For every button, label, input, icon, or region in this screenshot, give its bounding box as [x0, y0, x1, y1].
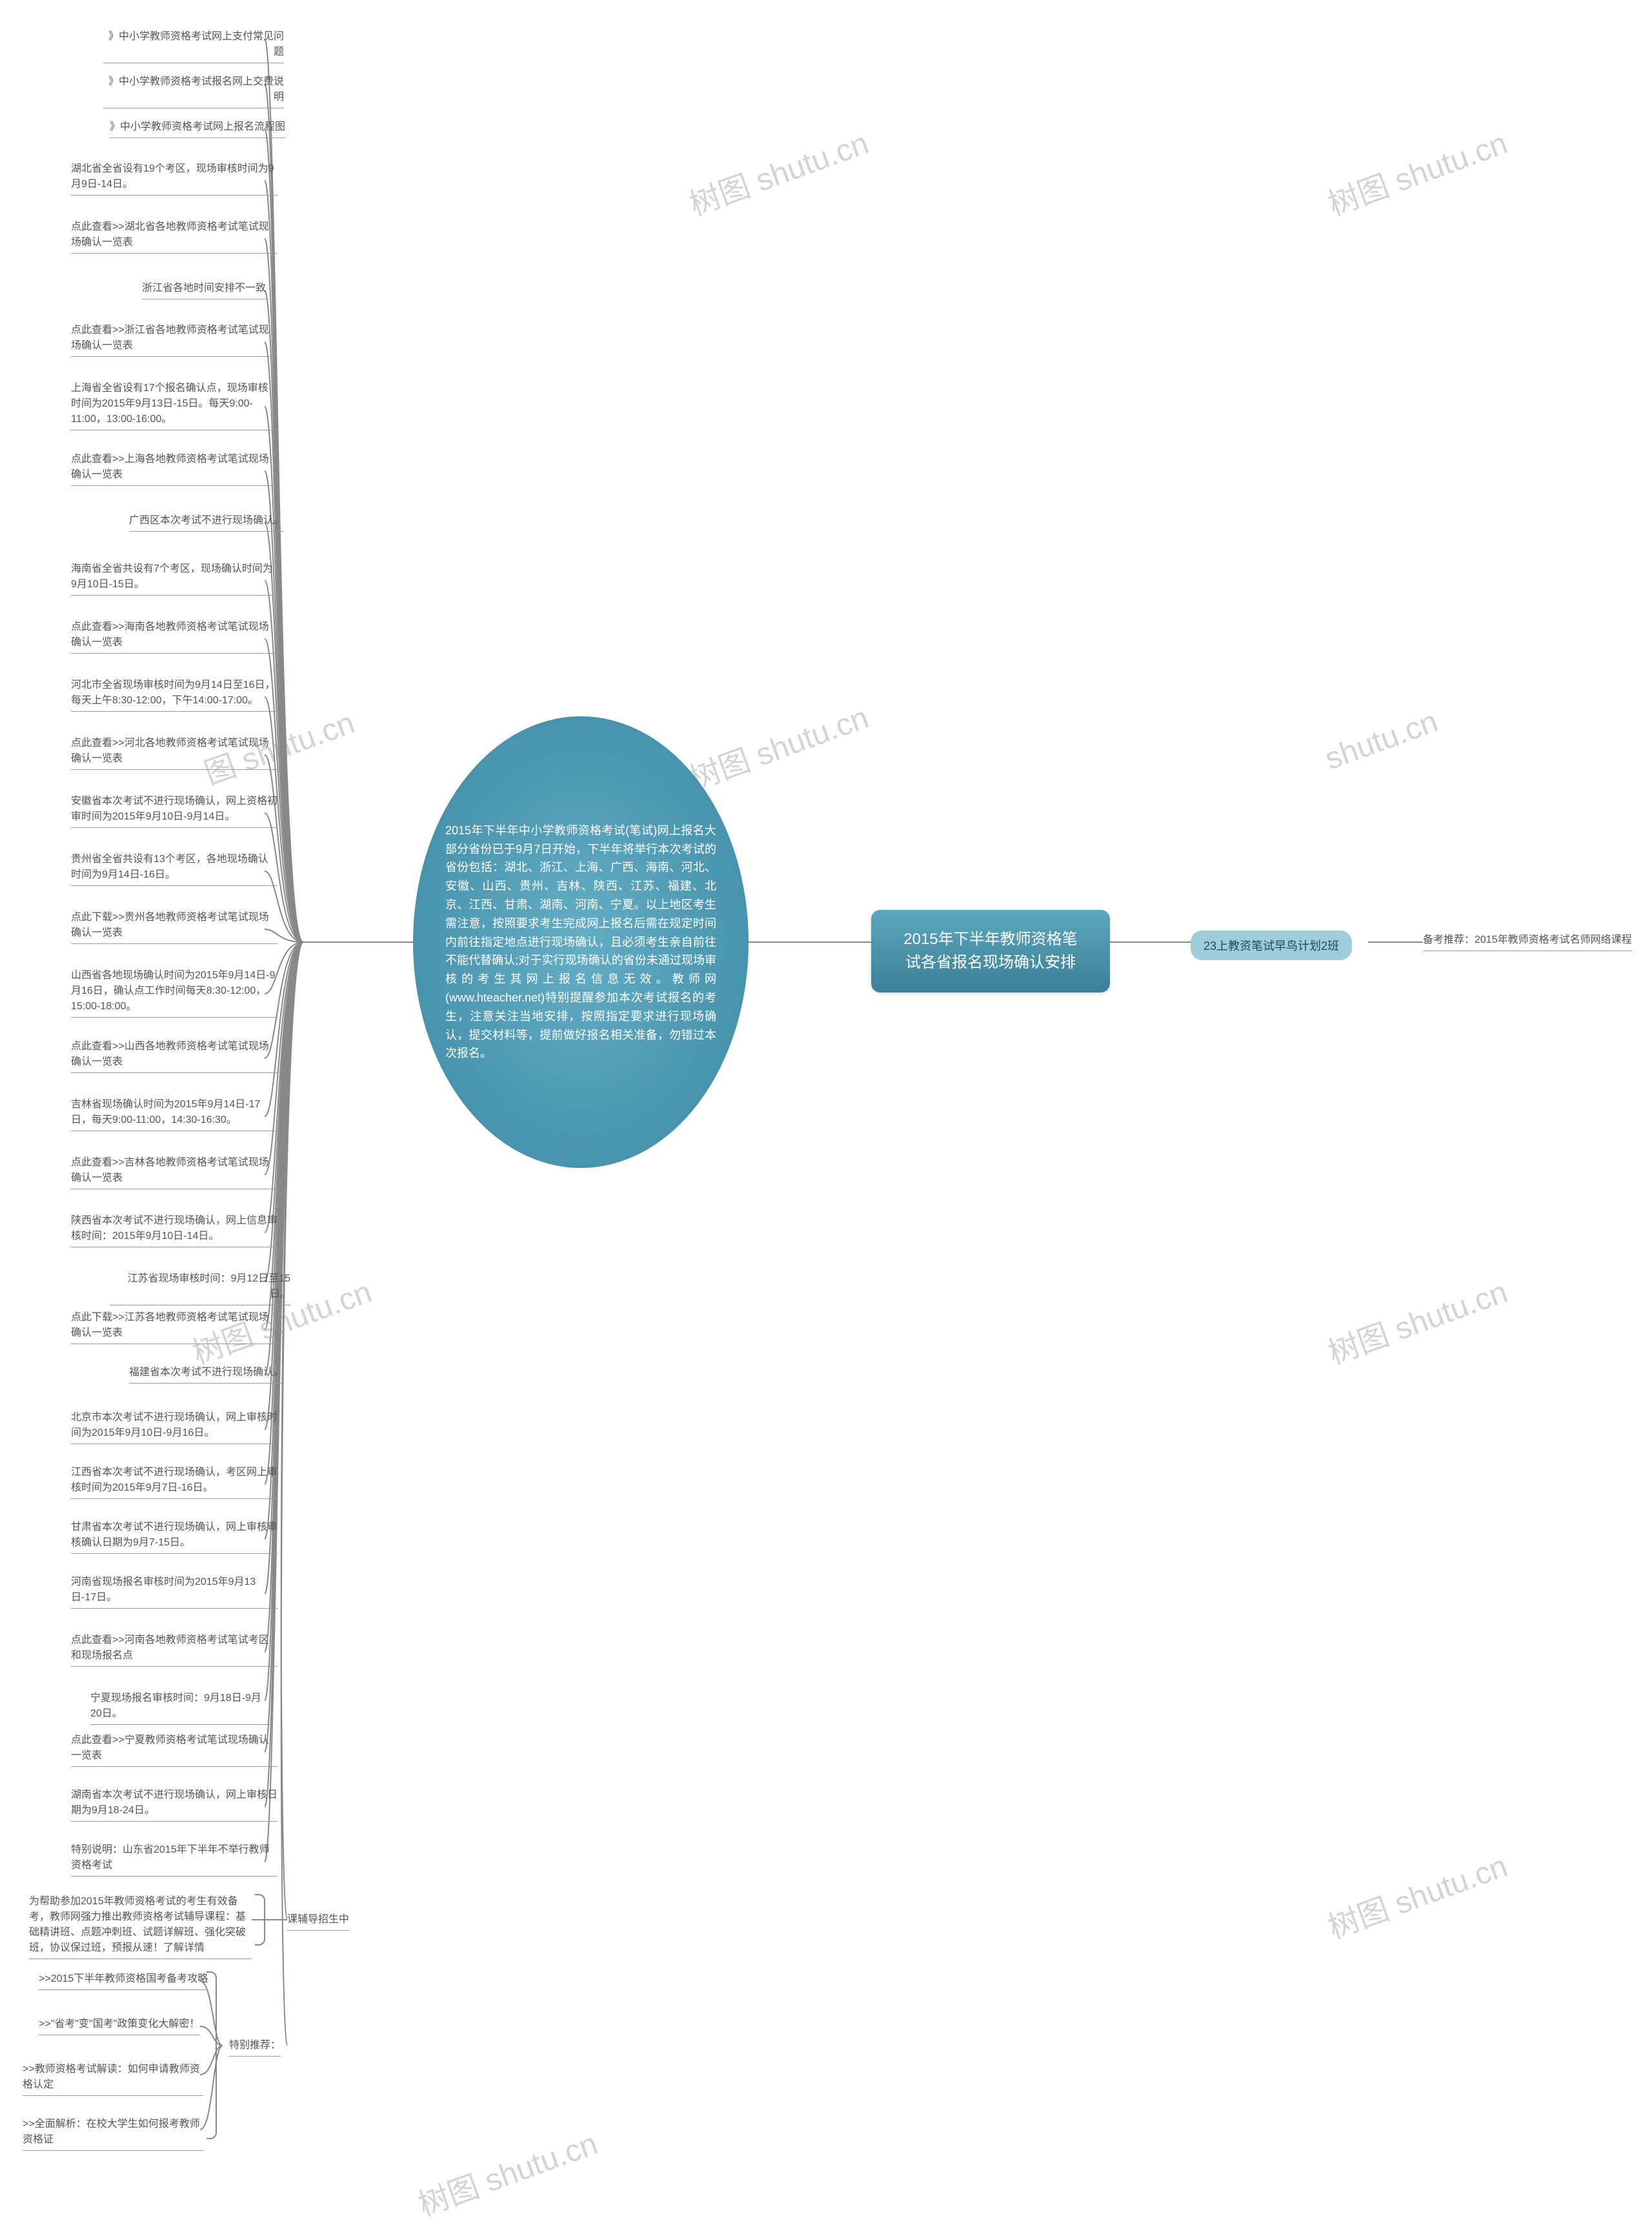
rec-group-label[interactable]: 特别推荐：: [229, 2038, 281, 2057]
leaf-node[interactable]: 》中小学教师资格考试网上报名流程图: [110, 119, 285, 138]
leaf-node[interactable]: 江苏省现场审核时间：9月12日至15日。: [110, 1271, 290, 1305]
leaf-node[interactable]: 海南省全省共设有7个考区，现场确认时间为9月10日-15日。: [71, 561, 277, 596]
leaf-node[interactable]: 福建省本次考试不进行现场确认。: [129, 1365, 284, 1384]
leaf-node[interactable]: 点此查看>>河南各地教师资格考试笔试考区和现场报名点: [71, 1633, 277, 1667]
leaf-node[interactable]: 河北市全省现场审核时间为9月14日至16日，每天上午8:30-12:00，下午1…: [71, 678, 277, 712]
leaf-node[interactable]: 吉林省现场确认时间为2015年9月14日-17日，每天9:00-11:00，14…: [71, 1097, 277, 1131]
leaf-node[interactable]: 甘肃省本次考试不进行现场确认，网上审核审核确认日期为9月7-15日。: [71, 1520, 277, 1554]
brace-icon: [255, 1894, 265, 1946]
watermark: 树图 shutu.cn: [1321, 1840, 1513, 1947]
leaf-node[interactable]: 浙江省各地时间安排不一致: [142, 281, 266, 299]
summary-bubble[interactable]: 2015年下半年中小学教师资格考试(笔试)网上报名大部分省份已于9月7日开始，下…: [413, 716, 749, 1168]
watermark: 树图 shutu.cn: [682, 692, 874, 798]
leaf-node[interactable]: 》中小学教师资格考试网上支付常见问题: [103, 29, 284, 63]
central-topic-text: 2015年下半年教师资格笔试各省报名现场确认安排: [903, 931, 1077, 971]
leaf-node[interactable]: 》中小学教师资格考试报名网上交费说明: [103, 74, 284, 108]
rec-item[interactable]: >>2015下半年教师资格国考备考攻略: [39, 1971, 208, 1990]
watermark: 树图 shutu.cn: [1321, 117, 1513, 224]
watermark: 树图 shutu.cn: [1321, 1266, 1513, 1373]
watermark: 树图 shutu.cn: [682, 117, 874, 224]
leaf-node[interactable]: 点此下载>>江苏各地教师资格考试笔试现场确认一览表: [71, 1310, 277, 1344]
tutor-group-label[interactable]: 课辅导招生中: [287, 1912, 349, 1931]
right-leaf[interactable]: 备考推荐：2015年教师资格考试名师网络课程: [1423, 932, 1632, 951]
mindmap-canvas: 树图 shutu.cn 树图 shutu.cn 树图 shutu.cn 图 sh…: [0, 0, 1652, 2217]
summary-bubble-text: 2015年下半年中小学教师资格考试(笔试)网上报名大部分省份已于9月7日开始，下…: [445, 821, 716, 1063]
brace-icon: [206, 1971, 217, 2139]
central-topic[interactable]: 2015年下半年教师资格笔试各省报名现场确认安排: [871, 910, 1110, 992]
leaf-node[interactable]: 北京市本次考试不进行现场确认，网上审核时间为2015年9月10日-9月16日。: [71, 1410, 277, 1444]
leaf-node[interactable]: 广西区本次考试不进行现场确认。: [129, 513, 284, 532]
leaf-node[interactable]: 点此查看>>海南各地教师资格考试笔试现场确认一览表: [71, 619, 277, 654]
leaf-node[interactable]: 江西省本次考试不进行现场确认，考区网上审核时间为2015年9月7日-16日。: [71, 1465, 277, 1499]
leaf-node[interactable]: 点此查看>>宁夏教师资格考试笔试现场确认一览表: [71, 1733, 277, 1767]
leaf-node[interactable]: 点此查看>>吉林各地教师资格考试笔试现场确认一览表: [71, 1155, 277, 1189]
right-child-node[interactable]: 23上教资笔试早鸟计划2班: [1191, 931, 1352, 960]
leaf-node[interactable]: 安徽省本次考试不进行现场确认，网上资格初审时间为2015年9月10日-9月14日…: [71, 794, 277, 828]
leaf-node[interactable]: 点此查看>>河北各地教师资格考试笔试现场确认一览表: [71, 736, 277, 770]
leaf-node[interactable]: 点此下载>>贵州各地教师资格考试笔试现场确认一览表: [71, 910, 277, 944]
rec-item[interactable]: >>教师资格考试解读：如何申请教师资格认定: [23, 2062, 203, 2096]
leaf-node[interactable]: 河南省现场报名审核时间为2015年9月13日-17日。: [71, 1575, 277, 1609]
leaf-node[interactable]: 陕西省本次考试不进行现场确认，网上信息审核时间：2015年9月10日-14日。: [71, 1213, 277, 1247]
leaf-node[interactable]: 宁夏现场报名审核时间：9月18日-9月20日。: [90, 1691, 271, 1725]
leaf-node[interactable]: 特别说明：山东省2015年下半年不举行教师资格考试: [71, 1842, 277, 1877]
leaf-node[interactable]: 贵州省全省共设有13个考区，各地现场确认时间为9月14日-16日。: [71, 852, 277, 886]
watermark: shutu.cn: [1320, 704, 1442, 778]
right-leaf-text: 备考推荐：2015年教师资格考试名师网络课程: [1423, 934, 1632, 945]
rec-item[interactable]: >>全面解析：在校大学生如何报考教师资格证: [23, 2117, 203, 2151]
leaf-node[interactable]: 山西省各地现场确认时间为2015年9月14日-9月16日，确认点工作时间每天8:…: [71, 968, 277, 1018]
rec-item[interactable]: >>"省考"变"国考"政策变化大解密！: [39, 2017, 199, 2035]
leaf-node[interactable]: 上海省全省设有17个报名确认点，现场审核时间为2015年9月13日-15日。每天…: [71, 381, 277, 430]
leaf-node[interactable]: 湖南省本次考试不进行现场确认，网上审核日期为9月18-24日。: [71, 1787, 277, 1822]
leaf-node[interactable]: 点此查看>>浙江省各地教师资格考试笔试现场确认一览表: [71, 323, 277, 357]
watermark: 树图 shutu.cn: [411, 2118, 603, 2224]
leaf-node[interactable]: 点此查看>>湖北省各地教师资格考试笔试现场确认一览表: [71, 219, 277, 254]
tutor-intro[interactable]: 为帮助参加2015年教师资格考试的考生有效备考，教师网强力推出教师资格考试辅导课…: [29, 1894, 252, 1959]
leaf-node[interactable]: 湖北省全省设有19个考区，现场审核时间为9月9日-14日。: [71, 161, 277, 196]
leaf-node[interactable]: 点此查看>>山西各地教师资格考试笔试现场确认一览表: [71, 1039, 277, 1073]
leaf-node[interactable]: 点此查看>>上海各地教师资格考试笔试现场确认一览表: [71, 452, 277, 486]
right-child-text: 23上教资笔试早鸟计划2班: [1204, 940, 1339, 952]
